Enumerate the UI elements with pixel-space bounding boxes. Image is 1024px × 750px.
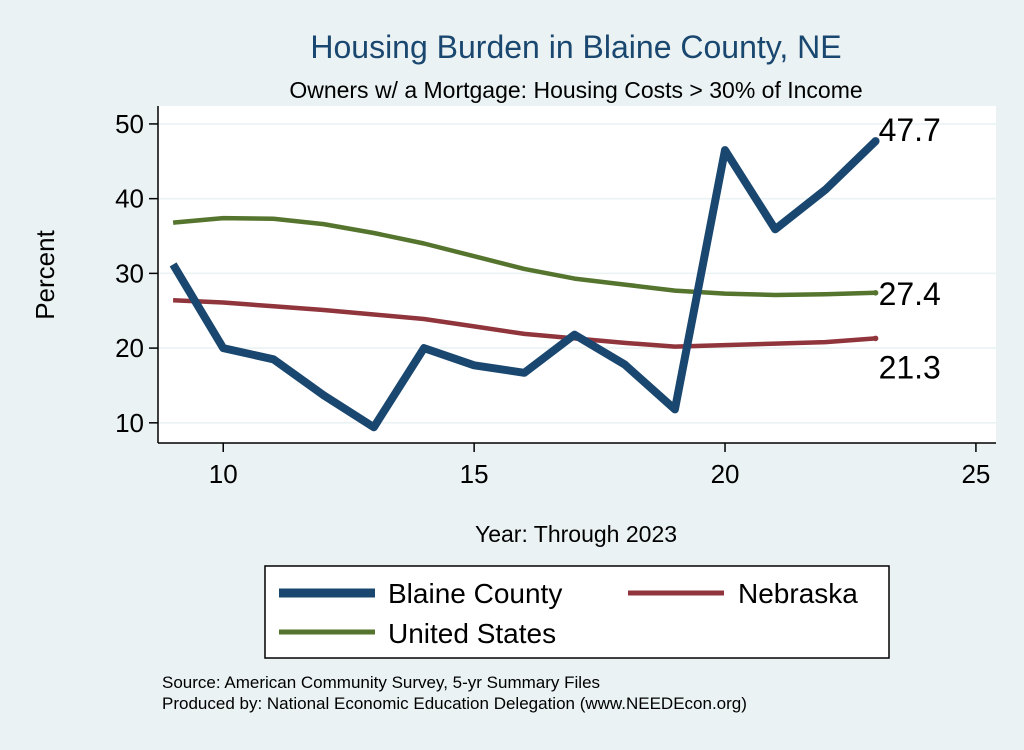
end-label-united-states: 27.4 (879, 276, 941, 312)
series-lines (169, 138, 879, 432)
series-line-united-states (172, 215, 876, 298)
end-marker-united-states (872, 290, 879, 296)
series-line-blaine-county (169, 138, 879, 432)
y-tick-label-30: 30 (115, 258, 144, 288)
y-tick-label-20: 20 (115, 333, 144, 363)
chart-title: Housing Burden in Blaine County, NE (310, 29, 841, 65)
x-tick-label-25: 25 (961, 459, 990, 489)
x-tick-label-20: 20 (711, 459, 740, 489)
legend-label-blaine-county: Blaine County (388, 578, 562, 609)
y-tick-label-40: 40 (115, 184, 144, 214)
plot-area (158, 106, 996, 443)
legend-label-nebraska: Nebraska (738, 578, 858, 609)
axes: 10 20 30 40 50 10 15 20 25 (115, 106, 996, 489)
producer-note: Produced by: National Economic Education… (162, 694, 747, 713)
x-tick-label-10: 10 (209, 459, 238, 489)
y-axis-label: Percent (30, 229, 60, 319)
legend: Blaine County Nebraska United States (264, 565, 890, 659)
y-tick-label-10: 10 (115, 408, 144, 438)
end-labels: 27.4 21.3 47.7 (871, 112, 941, 385)
chart-subtitle: Owners w/ a Mortgage: Housing Costs > 30… (289, 77, 862, 103)
x-axis-label: Year: Through 2023 (475, 521, 677, 547)
legend-label-united-states: United States (388, 618, 556, 649)
gridlines (158, 123, 996, 424)
source-note: Source: American Community Survey, 5-yr … (162, 673, 600, 692)
end-marker-blaine-county (871, 137, 880, 146)
end-label-blaine-county: 47.7 (879, 112, 941, 148)
end-label-nebraska: 21.3 (879, 349, 941, 385)
series-line-nebraska (173, 298, 876, 349)
legend-box (264, 565, 890, 659)
x-tick-label-15: 15 (460, 459, 489, 489)
y-tick-label-50: 50 (115, 109, 144, 139)
end-marker-nebraska (872, 335, 879, 342)
